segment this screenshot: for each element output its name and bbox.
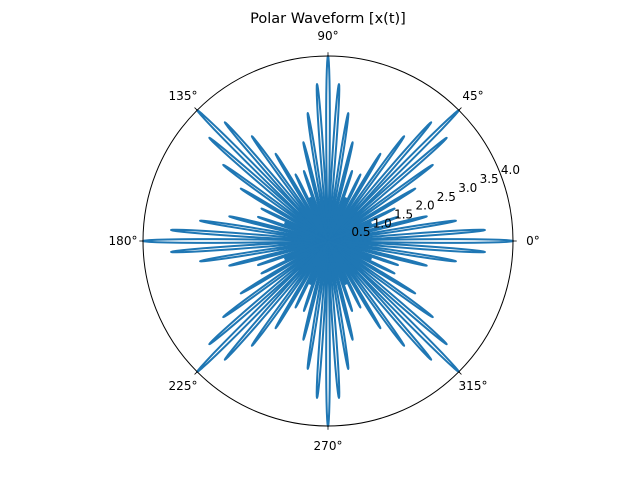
radial-ticks: 0.51.01.52.02.53.03.54.0 bbox=[351, 163, 520, 239]
waveform-lobe bbox=[308, 240, 329, 285]
waveform-lobe bbox=[327, 240, 448, 346]
waveform-lobe bbox=[327, 240, 372, 260]
waveform-lobe bbox=[222, 163, 329, 242]
waveform-lobe bbox=[327, 240, 457, 263]
angular-tick-mark bbox=[194, 371, 198, 375]
waveform-lobe bbox=[223, 121, 329, 242]
waveform-lobe bbox=[315, 83, 329, 242]
waveform-lobe bbox=[327, 187, 417, 242]
waveform-lobe bbox=[306, 112, 329, 242]
waveform-lobe bbox=[327, 83, 341, 242]
waveform-lobe bbox=[327, 240, 486, 254]
waveform-lobe bbox=[327, 240, 417, 295]
waveform-lobe bbox=[228, 215, 329, 242]
chart-title: Polar Waveform [x(t)] bbox=[250, 11, 406, 27]
radial-tick-label: 1.5 bbox=[394, 208, 413, 222]
angular-tick-label: 0° bbox=[526, 234, 540, 248]
waveform-lobe bbox=[327, 240, 362, 309]
waveform-lobe bbox=[250, 240, 329, 347]
waveform-lobe bbox=[327, 136, 448, 242]
waveform-lobe bbox=[327, 121, 433, 242]
waveform-lobe bbox=[327, 240, 434, 319]
waveform-lobe bbox=[327, 207, 396, 242]
waveform-lobe bbox=[284, 221, 329, 242]
waveform-lobe bbox=[327, 222, 372, 242]
waveform-lobe bbox=[327, 112, 350, 242]
angular-tick-label: 135° bbox=[169, 89, 198, 103]
waveform-lobe bbox=[327, 240, 406, 347]
angular-tick-mark bbox=[458, 371, 462, 375]
waveform-lobe bbox=[309, 197, 329, 242]
radial-tick-label: 1.0 bbox=[373, 216, 392, 230]
waveform-lobe bbox=[327, 197, 348, 242]
waveform-lobe bbox=[327, 240, 347, 285]
waveform-lobe bbox=[327, 135, 406, 242]
radial-tick-label: 3.0 bbox=[458, 181, 477, 195]
waveform-lobe bbox=[274, 240, 329, 330]
waveform-lobe bbox=[222, 240, 329, 319]
waveform-lobe bbox=[257, 215, 329, 242]
angular-tick-label: 225° bbox=[169, 379, 198, 393]
radial-tick-label: 2.5 bbox=[437, 190, 456, 204]
waveform-lobe bbox=[327, 215, 428, 242]
waveform-lobe bbox=[199, 240, 329, 263]
waveform-lobe bbox=[228, 240, 329, 267]
waveform-lobe bbox=[327, 240, 354, 341]
angular-tick-mark bbox=[194, 107, 198, 111]
waveform-lobe bbox=[294, 173, 329, 242]
angular-tick-label: 180° bbox=[109, 234, 138, 248]
waveform-lobe bbox=[170, 240, 329, 254]
radial-tick-label: 3.5 bbox=[480, 172, 499, 186]
waveform-lobe bbox=[315, 240, 329, 399]
waveform-lobe bbox=[208, 136, 329, 242]
waveform-lobe bbox=[327, 240, 396, 275]
waveform-lobe bbox=[327, 240, 350, 370]
radial-tick-label: 0.5 bbox=[351, 225, 370, 239]
waveform-lobe bbox=[284, 240, 329, 260]
waveform-lobe bbox=[327, 240, 433, 361]
angular-tick-label: 90° bbox=[317, 29, 338, 43]
waveform-lobe bbox=[274, 152, 329, 242]
angular-tick-label: 270° bbox=[314, 439, 343, 453]
waveform-lobe bbox=[302, 240, 329, 312]
angular-ticks: 0° 45° 90° 135° 180° 225° 270° 315° bbox=[109, 29, 540, 453]
waveform-lobe bbox=[223, 240, 329, 361]
waveform-lobe bbox=[170, 228, 329, 242]
waveform-lobe bbox=[302, 141, 329, 242]
waveform-lobe bbox=[327, 219, 457, 242]
waveform-lobe bbox=[327, 240, 341, 399]
waveform-lobe bbox=[250, 135, 329, 242]
waveform-lobe bbox=[327, 228, 486, 242]
radial-tick-label: 2.0 bbox=[416, 199, 435, 213]
waveform-lobe bbox=[208, 240, 329, 346]
angular-tick-label: 45° bbox=[462, 89, 483, 103]
angular-tick-mark bbox=[458, 107, 462, 111]
waveform-lobe bbox=[327, 240, 382, 330]
waveform-lobe bbox=[327, 240, 428, 267]
waveform-series bbox=[142, 55, 514, 427]
waveform-lobe bbox=[199, 219, 329, 242]
angular-tick-label: 315° bbox=[459, 379, 488, 393]
waveform-lobe bbox=[327, 141, 354, 242]
waveform-lobe bbox=[327, 170, 354, 242]
waveform-lobe bbox=[260, 240, 329, 275]
waveform-lobe bbox=[306, 240, 329, 370]
waveform-lobe bbox=[239, 240, 329, 295]
waveform-lobe bbox=[302, 240, 329, 341]
waveform-lobe bbox=[327, 152, 382, 242]
waveform-lobe bbox=[327, 163, 434, 242]
radial-tick-label: 4.0 bbox=[501, 163, 520, 177]
waveform-lobe bbox=[239, 187, 329, 242]
